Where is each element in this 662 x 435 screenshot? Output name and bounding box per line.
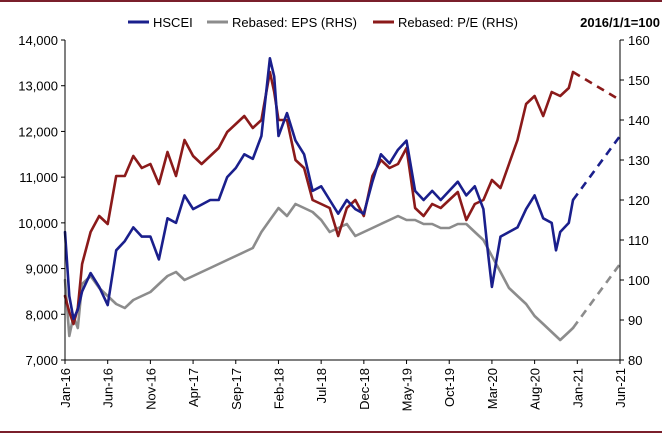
y-left-tick-label: 7,000: [25, 353, 58, 368]
y-right-tick-label: 160: [628, 33, 650, 48]
x-tick-label: Nov-16: [143, 368, 158, 410]
series-line-hscei: [63, 57, 575, 321]
rebase-note: 2016/1/1=100: [580, 15, 660, 30]
y-right-tick-label: 80: [628, 353, 642, 368]
bottom-border: [0, 431, 662, 433]
x-tick-label: Oct-19: [442, 368, 457, 407]
x-tick-label: Mar-20: [485, 368, 500, 409]
legend-label-hscei: HSCEI: [153, 15, 193, 30]
series-layer: [63, 57, 622, 342]
y-right-tick-label: 120: [628, 193, 650, 208]
y-right-tick-label: 140: [628, 113, 650, 128]
forecast-line-hscei: [571, 135, 622, 201]
x-tick-label: Apr-17: [186, 368, 201, 407]
top-border: [0, 0, 662, 2]
x-tick-label: Feb-18: [271, 368, 286, 409]
y-left-tick-label: 13,000: [18, 79, 58, 94]
x-tick-label: May-19: [400, 368, 415, 411]
x-tick-label: Aug-20: [528, 368, 543, 410]
y-right-tick-label: 150: [628, 73, 650, 88]
legend: HSCEI Rebased: EPS (RHS) Rebased: P/E (R…: [128, 15, 518, 30]
y-left-tick-label: 9,000: [25, 262, 58, 277]
x-tick-label: Jan-16: [58, 368, 73, 408]
series-line-rebased-p-e-rhs: [63, 70, 575, 326]
legend-label-eps: Rebased: EPS (RHS): [232, 15, 357, 30]
y-left-tick-label: 11,000: [19, 170, 58, 185]
y-right-tick-label: 130: [628, 153, 650, 168]
y-right-tick-label: 100: [628, 273, 650, 288]
y-left-tick-label: 8,000: [25, 307, 58, 322]
x-tick-label: Sep-17: [229, 368, 244, 410]
y-right-tick-label: 110: [628, 233, 649, 248]
y-right-tick-label: 90: [628, 313, 642, 328]
x-tick-label: Jan-21: [570, 368, 585, 408]
y-left-tick-label: 12,000: [18, 124, 58, 139]
forecast-line-rebased-eps-rhs: [571, 263, 622, 329]
x-tick-label: Dec-18: [357, 368, 372, 410]
legend-label-pe: Rebased: P/E (RHS): [398, 15, 518, 30]
x-tick-label: Jul-18: [314, 368, 329, 403]
y-left-tick-label: 10,000: [18, 216, 58, 231]
x-tick-label: Jun-21: [613, 368, 628, 408]
y-left-tick-label: 14,000: [18, 33, 58, 48]
x-tick-label: Jun-16: [101, 368, 116, 408]
forecast-line-rebased-p-e-rhs: [572, 70, 621, 102]
axis-layer: 7,000 8,000 9,000 10,000 11,000 12,000 13,000 1…: [18, 33, 649, 411]
series-line-rebased-eps-rhs: [63, 202, 575, 342]
